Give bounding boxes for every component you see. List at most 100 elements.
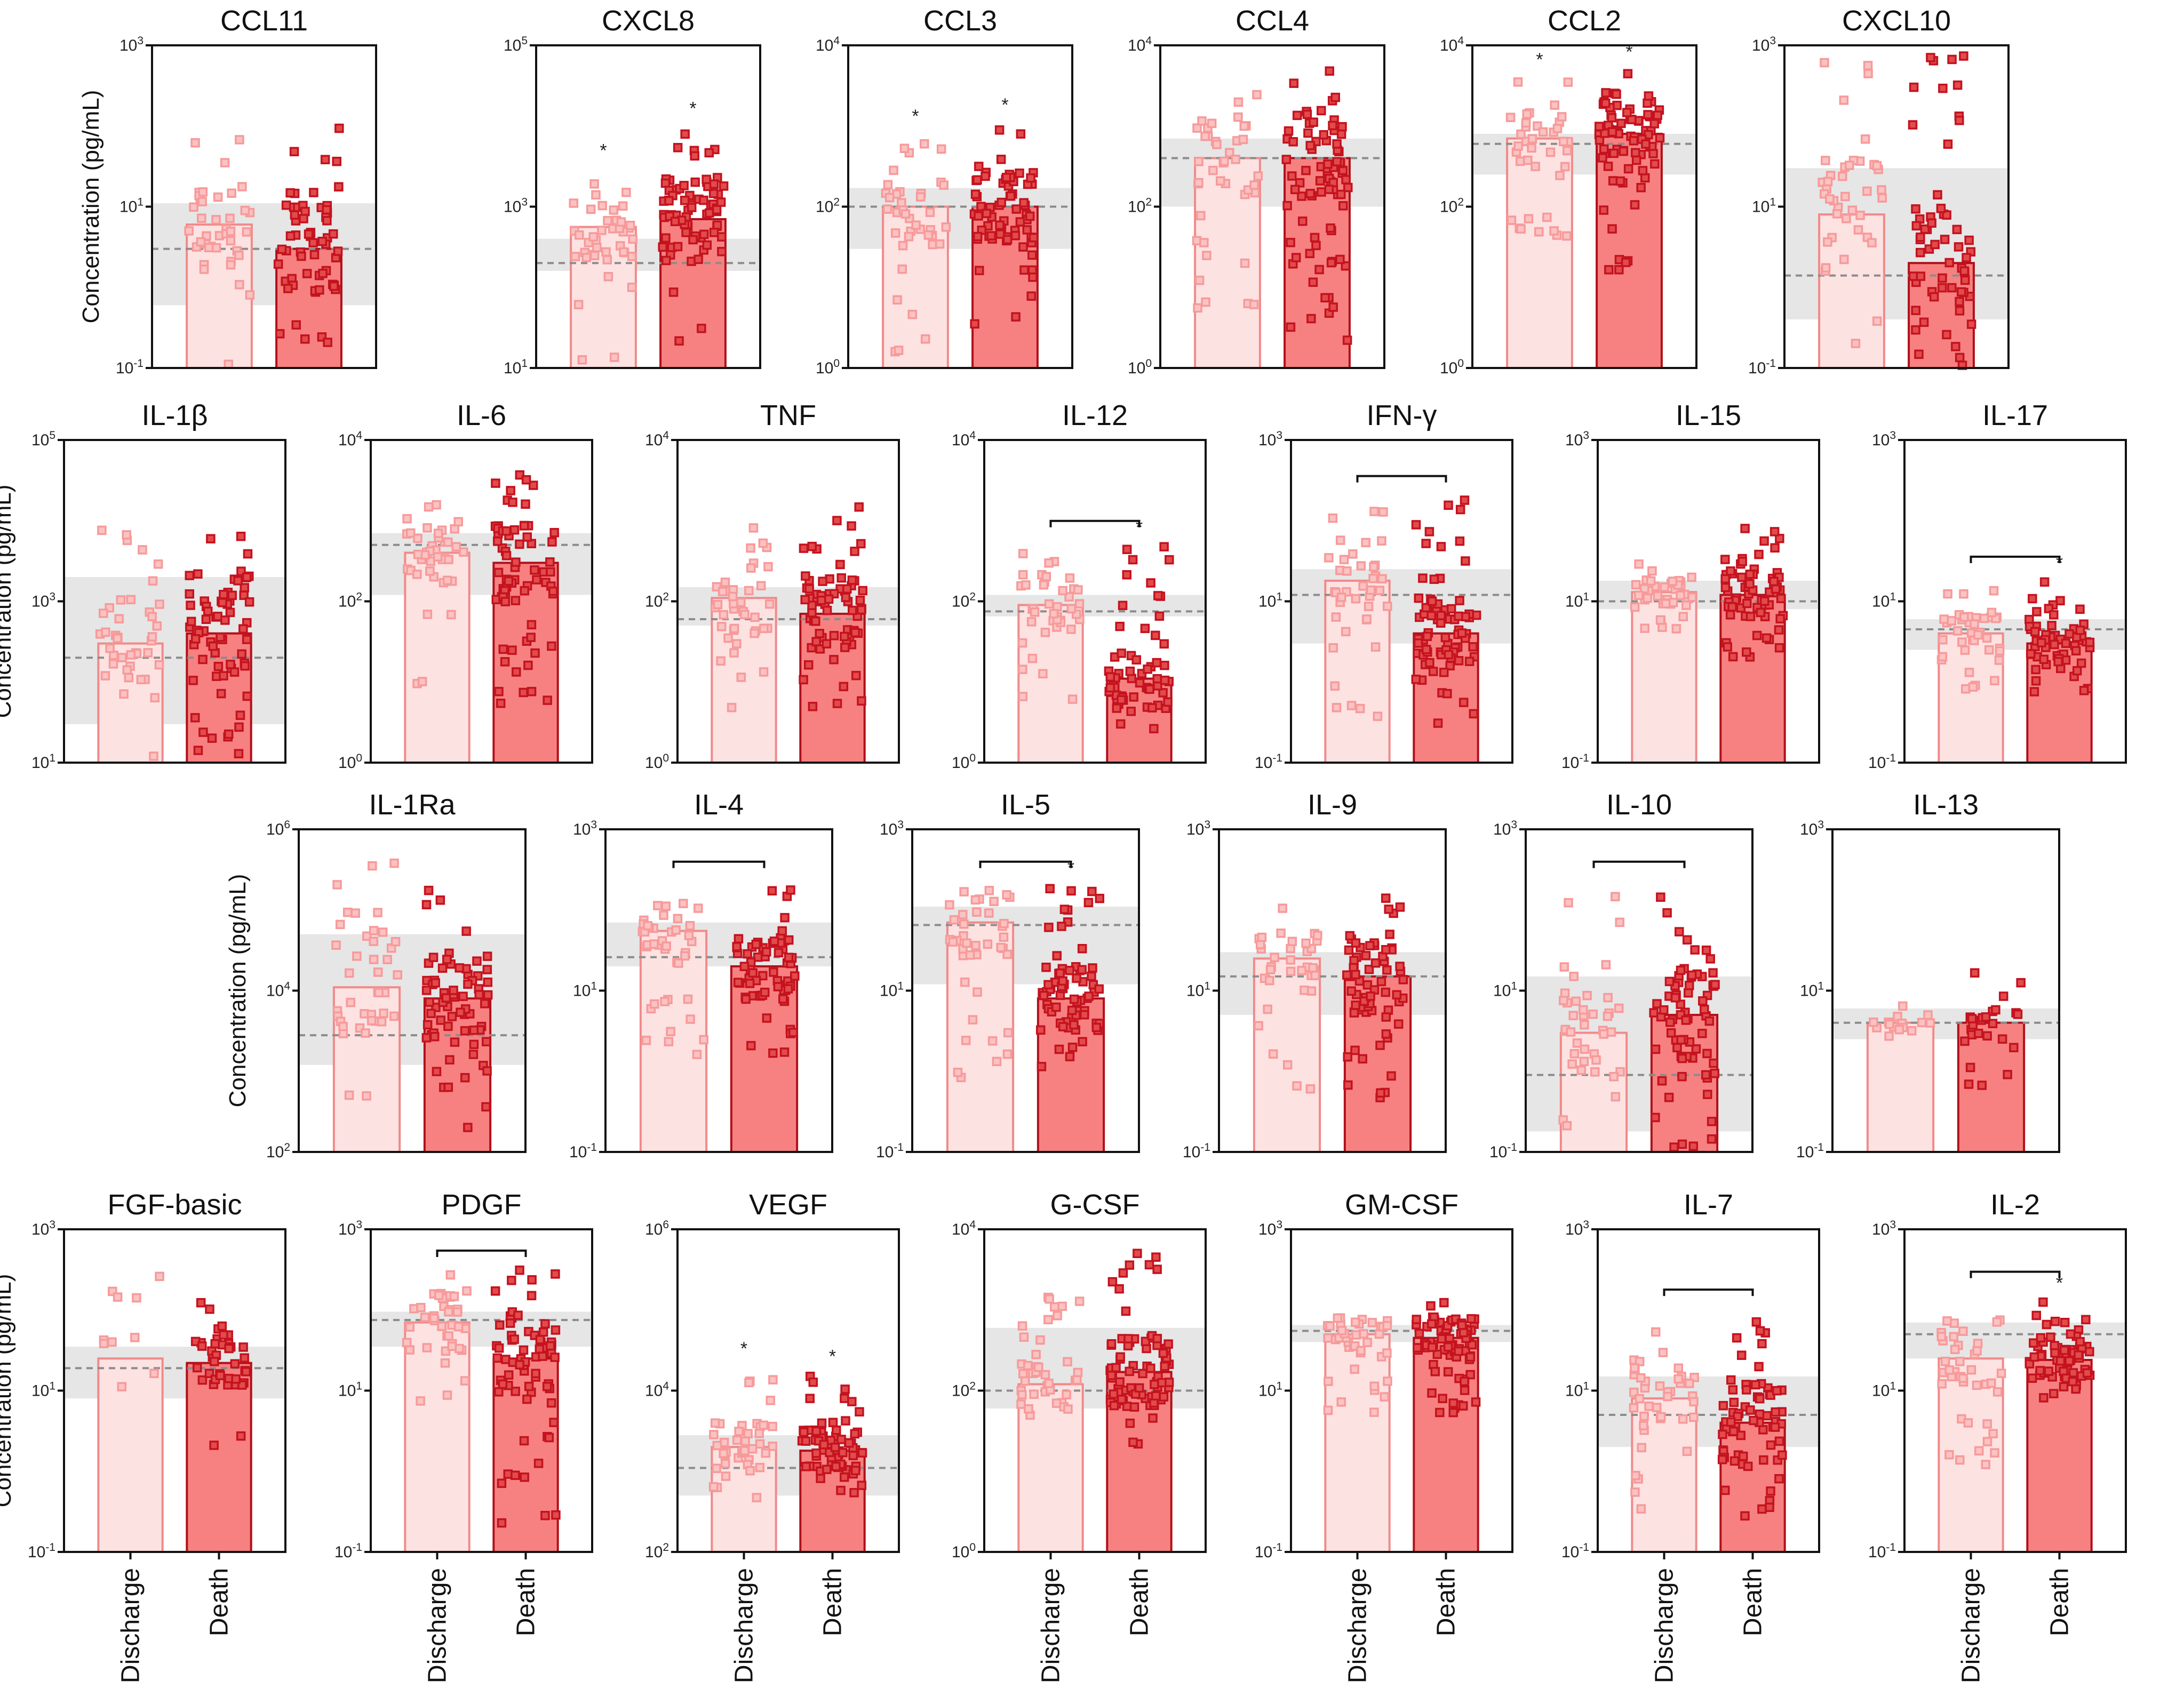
data-point-death [2039, 1393, 2049, 1403]
y-tick-label: 101 [1872, 1380, 1896, 1400]
reference-band [1219, 952, 1446, 1015]
data-point-death [1726, 566, 1735, 576]
data-point-discharge [1062, 1390, 1071, 1399]
data-point-death [240, 661, 250, 671]
data-point-death [1443, 1342, 1453, 1352]
data-point-death [1460, 495, 1470, 505]
data-point-discharge [1521, 118, 1531, 128]
data-point-death [546, 1398, 556, 1408]
data-point-death [1455, 536, 1465, 546]
data-point-death [547, 537, 557, 547]
panel-title: CCL4 [1236, 5, 1309, 37]
data-point-discharge [897, 264, 907, 274]
data-point-death [804, 584, 814, 594]
data-point-death [1655, 133, 1665, 143]
data-point-death [799, 543, 809, 553]
data-point-death [1381, 945, 1391, 955]
data-point-discharge [736, 673, 746, 682]
data-point-discharge [389, 1011, 399, 1021]
data-point-death [1045, 884, 1055, 894]
data-point-discharge [959, 919, 969, 929]
x-tick-label: Death [1126, 1568, 1154, 1636]
data-point-death [1350, 1045, 1360, 1055]
data-point-death [831, 1461, 841, 1471]
data-point-discharge [1233, 97, 1244, 107]
data-point-discharge [1838, 171, 1847, 181]
data-point-death [493, 567, 504, 578]
data-point-discharge [1614, 1003, 1624, 1013]
data-point-discharge [390, 936, 401, 947]
data-point-death [1392, 990, 1402, 1000]
data-point-death [498, 1379, 508, 1389]
data-point-death [1771, 584, 1781, 594]
data-point-discharge [1986, 1378, 1996, 1388]
data-point-discharge [1863, 69, 1873, 78]
x-tick-label: Discharge [1957, 1568, 1986, 1683]
data-point-death [1599, 144, 1609, 154]
data-point-death [185, 589, 195, 599]
data-point-death [801, 1436, 811, 1446]
panel-frame [1831, 828, 2060, 1153]
data-point-discharge [1002, 949, 1012, 959]
data-point-discharge [433, 552, 443, 562]
data-point-discharge [1377, 574, 1387, 583]
data-point-death [497, 1478, 507, 1488]
data-point-discharge [1194, 157, 1203, 166]
data-point-death [1422, 645, 1431, 654]
data-point-discharge [113, 634, 122, 643]
data-point-death [474, 990, 484, 999]
data-point-discharge [379, 1008, 388, 1018]
data-point-discharge [1655, 615, 1665, 625]
data-point-discharge [1341, 627, 1351, 637]
data-point-discharge [197, 213, 206, 223]
data-point-death [1131, 655, 1142, 665]
y-tick-label: 101 [1186, 980, 1210, 1000]
data-point-death [1153, 591, 1163, 601]
data-point-death [1094, 984, 1104, 994]
panel-title: CCL3 [923, 5, 997, 37]
data-point-death [186, 617, 196, 627]
data-point-death [1165, 555, 1174, 565]
data-point-death [1677, 1071, 1687, 1082]
data-point-discharge [1579, 1056, 1589, 1067]
data-point-death [1303, 128, 1313, 138]
y-tick-label: 104 [816, 35, 840, 54]
data-point-discharge [709, 1430, 719, 1439]
y-tick-label: 103 [1565, 429, 1589, 449]
data-point-death [1286, 322, 1296, 332]
data-point-discharge [1651, 1327, 1661, 1337]
data-point-discharge [723, 633, 733, 643]
data-point-discharge [1328, 643, 1338, 653]
data-point-death [315, 285, 324, 295]
data-point-death [1437, 1334, 1447, 1344]
data-point-death [213, 612, 222, 621]
data-point-death [197, 1375, 208, 1385]
data-point-discharge [720, 577, 730, 587]
data-point-death [1732, 1333, 1742, 1343]
data-point-death [480, 999, 490, 1008]
y-axis-label: Concentration (pg/mL) [225, 874, 251, 1108]
data-point-death [1287, 171, 1297, 181]
data-point-discharge [402, 514, 412, 524]
data-point-death [210, 1357, 219, 1366]
data-point-discharge [429, 1313, 439, 1323]
data-point-death [227, 590, 237, 601]
data-point-death [1761, 633, 1772, 643]
data-point-death [524, 1381, 534, 1391]
data-point-discharge [972, 907, 982, 917]
panel-frame [676, 1228, 900, 1553]
panel-title: GM-CSF [1345, 1189, 1458, 1221]
data-point-death [1427, 1319, 1437, 1329]
data-point-death [1623, 164, 1633, 174]
data-point-death [2009, 1043, 2019, 1053]
data-point-death [774, 948, 784, 958]
data-point-discharge [1687, 572, 1696, 582]
data-point-discharge [894, 346, 904, 355]
data-point-death [1464, 657, 1474, 666]
data-point-discharge [1562, 146, 1572, 156]
data-point-discharge [1973, 630, 1983, 640]
data-point-discharge [1996, 1368, 2006, 1378]
data-point-discharge [1557, 112, 1567, 122]
data-point-death [779, 1047, 790, 1057]
data-point-discharge [1292, 1081, 1302, 1091]
